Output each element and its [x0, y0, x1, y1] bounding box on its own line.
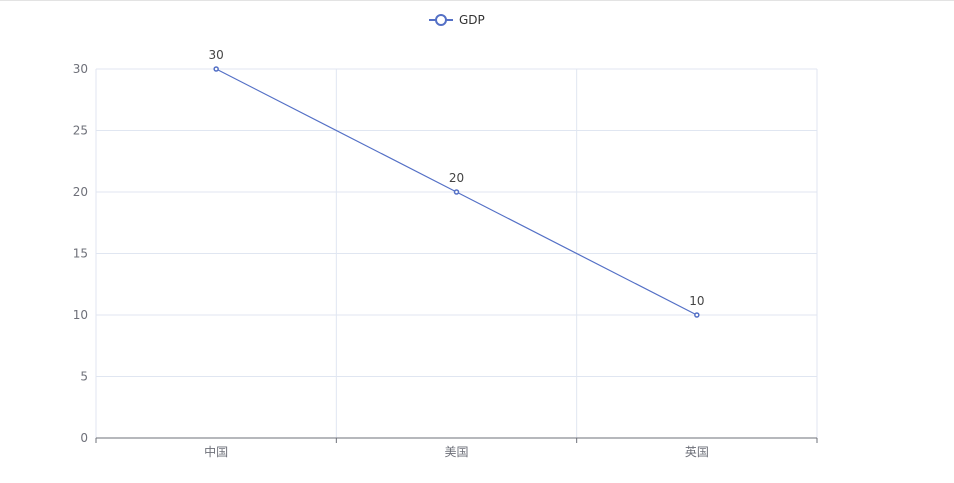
series: [213, 66, 700, 318]
y-tick-label: 10: [73, 308, 88, 322]
data-label: 20: [449, 171, 464, 185]
legend[interactable]: GDP: [429, 13, 485, 27]
axes: 0 5 10 15 20 25 30 中国 美国 英国: [73, 62, 818, 459]
y-tick-label: 25: [73, 124, 88, 138]
y-tick-label: 0: [80, 431, 88, 445]
top-border: [0, 0, 954, 1]
x-tick-label: 中国: [204, 444, 228, 459]
data-point[interactable]: [694, 312, 700, 318]
y-tick-label: 20: [73, 185, 88, 199]
y-tick-label: 5: [80, 370, 88, 384]
legend-marker-icon: [435, 14, 447, 26]
legend-label[interactable]: GDP: [459, 13, 485, 27]
y-tick-label: 15: [73, 247, 88, 261]
y-tick-label: 30: [73, 62, 88, 76]
x-tick-label: 英国: [685, 445, 709, 459]
data-point[interactable]: [453, 189, 460, 195]
data-label: 10: [689, 294, 704, 308]
data-labels: 30 20 10: [209, 48, 705, 308]
data-label: 30: [209, 48, 224, 62]
grid: [95, 68, 818, 438]
x-tick-label: 美国: [444, 445, 468, 459]
data-point[interactable]: [213, 66, 219, 72]
